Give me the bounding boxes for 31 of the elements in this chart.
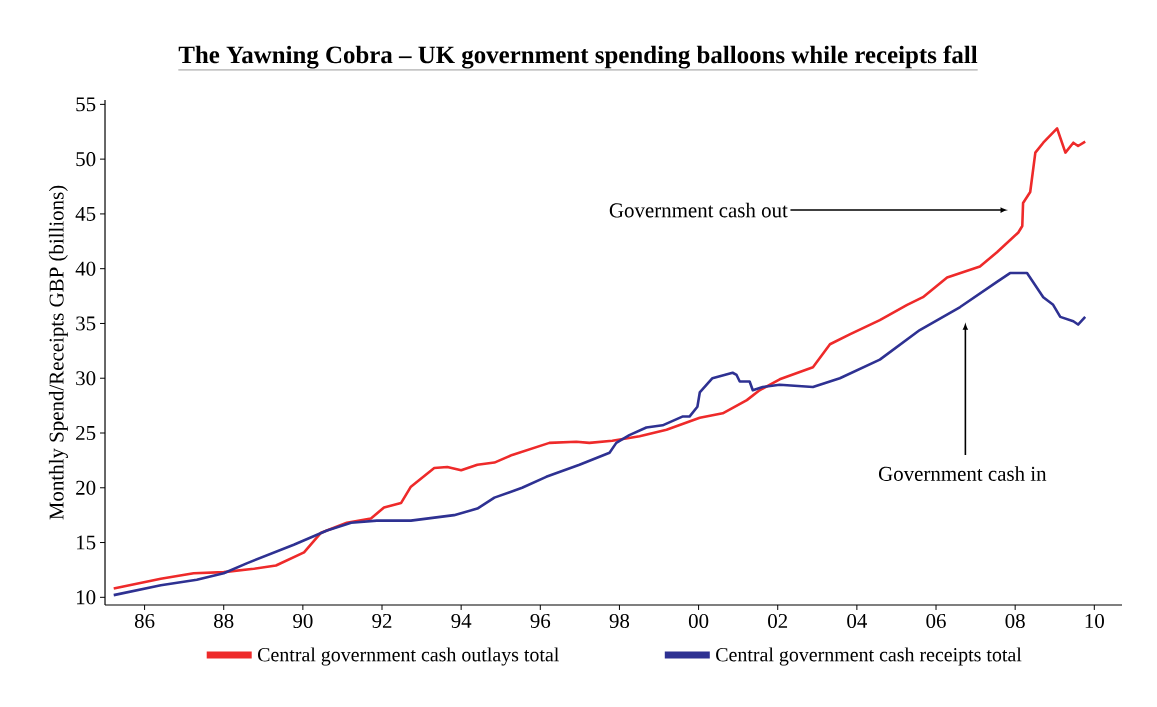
y-tick-label: 10 (77, 590, 96, 605)
x-tick-label: 04 (847, 613, 868, 629)
x-tick-label: 90 (293, 613, 313, 629)
x-tick-label: 88 (214, 613, 234, 629)
x-tick-label: 10 (1085, 613, 1104, 629)
x-tick-label: 86 (134, 613, 155, 629)
x-tick-label: 06 (926, 613, 946, 629)
line-series (112, 271, 1087, 597)
x-tick-label: 08 (1005, 613, 1025, 629)
y-tick-label: 30 (76, 371, 96, 386)
x-tick-label: 00 (688, 613, 709, 629)
y-tick-label: 20 (76, 480, 96, 495)
x-tick-label: 98 (609, 613, 630, 629)
x-tick-label: 94 (451, 613, 472, 628)
legend-label: Central government cash outlays total (258, 647, 559, 666)
annotation: Government cash in (878, 466, 1047, 481)
y-tick-label: 45 (75, 206, 96, 221)
y-tick-label: 50 (76, 152, 96, 167)
annotation: Government cash out (609, 202, 788, 218)
legend-label: Central government cash receipts total (716, 647, 1022, 666)
y-tick-label: 25 (76, 425, 96, 441)
y-axis-title: Monthly Spend/Receipts GBP (billions) (48, 185, 68, 520)
x-tick-label: 92 (372, 613, 392, 628)
y-tick-label: 40 (75, 261, 96, 276)
chart-title: The Yawning Cobra – UK government spending balloons while receipts fall (178, 45, 978, 69)
y-tick-label: 35 (76, 316, 96, 331)
x-tick-label: 02 (768, 613, 788, 629)
x-tick-label: 96 (530, 613, 551, 628)
y-tick-label: 55 (76, 97, 96, 112)
line-series (112, 127, 1087, 590)
y-tick-label: 15 (77, 535, 96, 550)
